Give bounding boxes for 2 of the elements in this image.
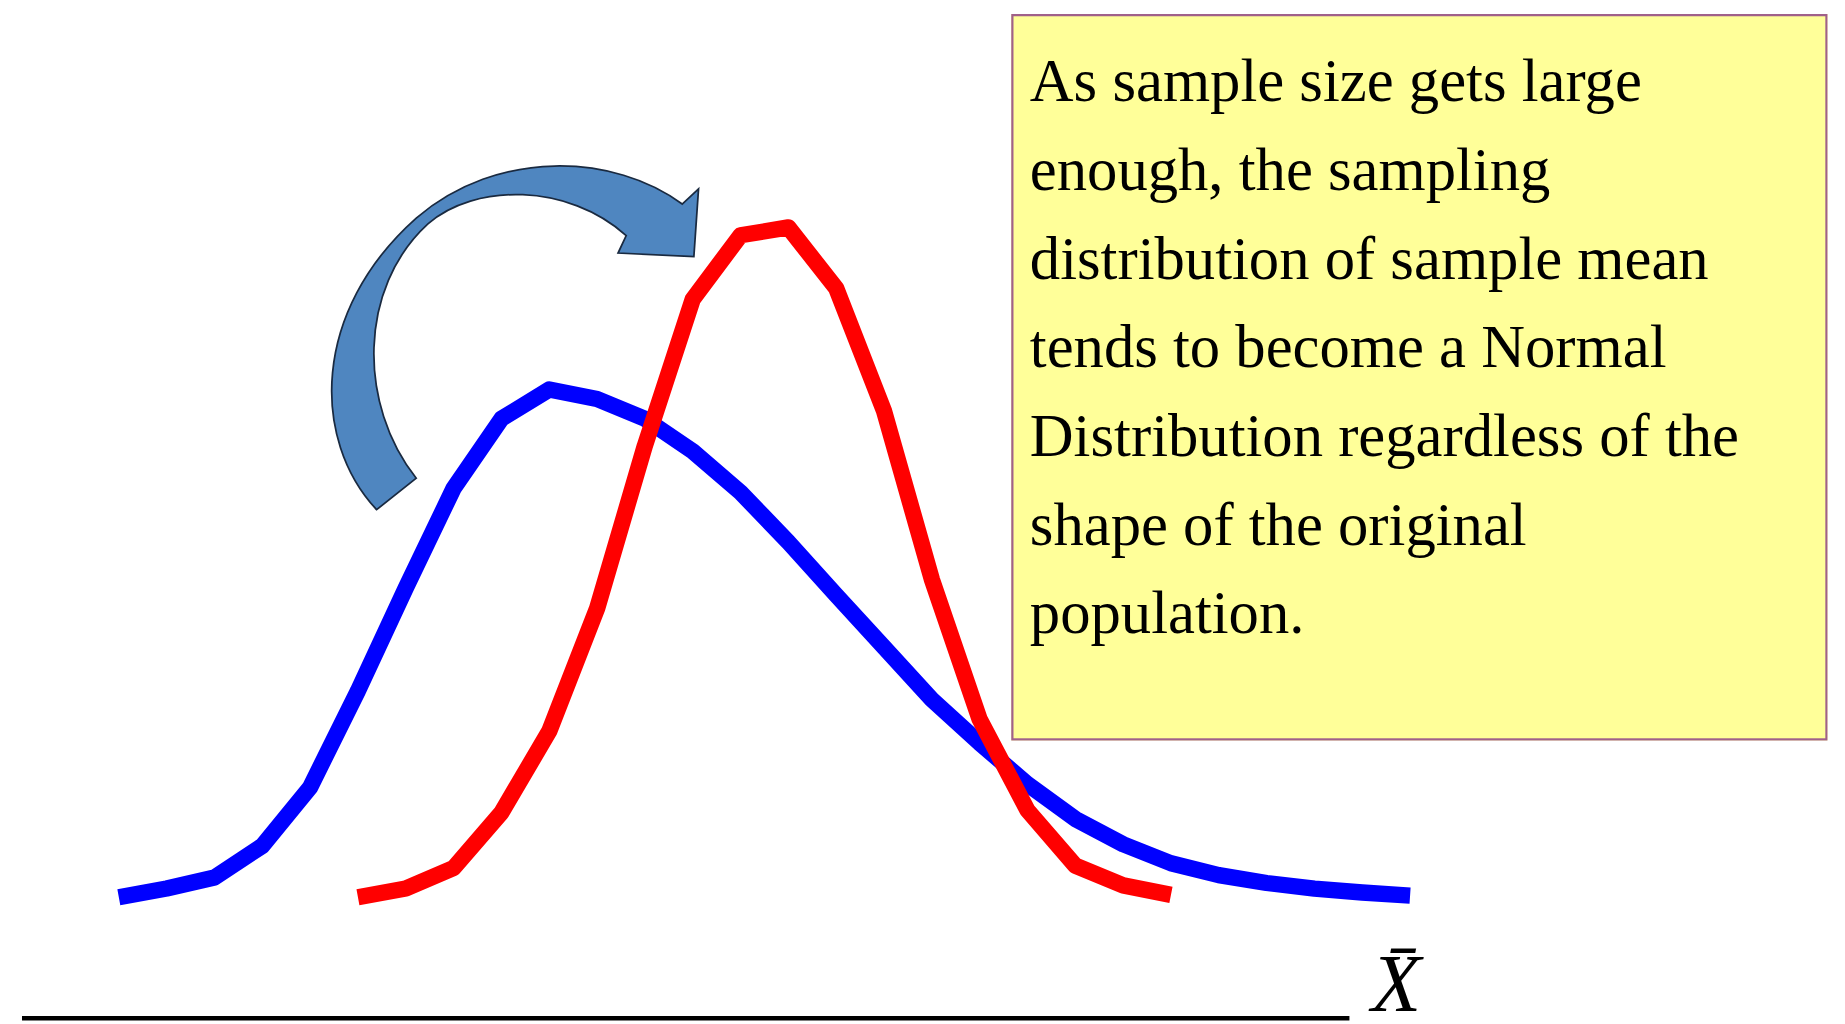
- annotation: As sample size gets large enough, the sampling distribution of sample mean tends to become a Normal Distribution regardless of the shape of the original population.: [1029, 46, 1740, 649]
- x-axis-title: X̄: [1368, 938, 1425, 1024]
